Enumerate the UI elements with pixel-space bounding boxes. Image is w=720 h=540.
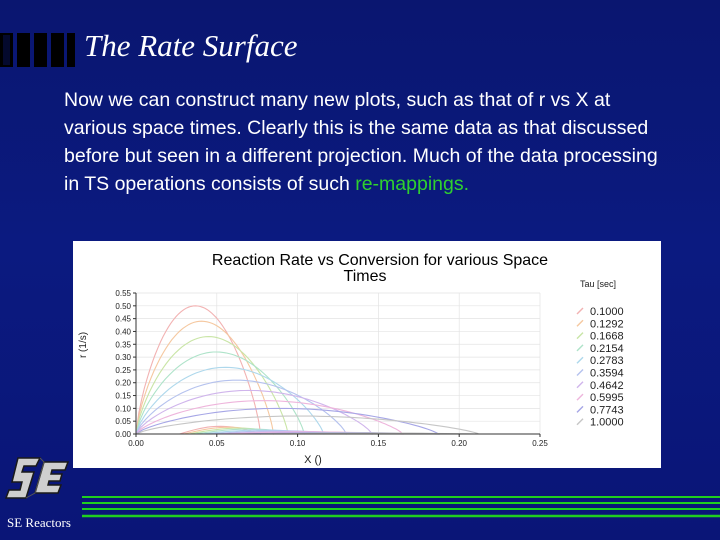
y-tick-label: 0.20 [115, 379, 131, 388]
legend-label: 0.2154 [590, 343, 624, 355]
legend-swatch [576, 332, 584, 340]
legend-label: 0.3594 [590, 368, 624, 380]
y-tick-label: 0.10 [115, 404, 131, 413]
legend-label: 1.0000 [590, 417, 624, 429]
legend-swatch [576, 356, 584, 364]
y-axis-label: r (1/s) [78, 332, 89, 358]
x-tick-label: 0.05 [209, 439, 225, 448]
series-line-tau-0.4642 [135, 389, 373, 435]
x-tick-label: 0.10 [290, 439, 306, 448]
y-tick-label: 0.45 [115, 315, 131, 324]
chart-title-line1: Reaction Rate vs Conversion for various … [212, 252, 548, 269]
y-tick-label: 0.30 [115, 353, 131, 362]
footer-label: SE Reactors [7, 515, 71, 530]
body-text-main: Now we can construct many new plots, suc… [64, 89, 658, 195]
chart-axes: 0.00 0.05 0.10 0.15 0.20 0.25 0.30 0.35 0.40 0.45… [115, 289, 548, 448]
chart-panel: 0.00 0.05 0.10 0.15 0.20 0.25 0.30 0.35 0.40 0.45… [73, 241, 661, 468]
title-bar-decoration [0, 33, 75, 67]
y-tick-label: 0.00 [115, 430, 131, 439]
y-tick-label: 0.25 [115, 366, 131, 375]
legend-swatch [576, 319, 584, 327]
slide-title: The Rate Surface [84, 28, 298, 63]
series-line-tau-1.0000 [135, 415, 479, 435]
se-logo [4, 457, 70, 499]
legend-label: 0.2783 [590, 355, 624, 367]
legend-swatch [576, 369, 584, 376]
legend-label: 0.1668 [590, 331, 624, 343]
x-tick-label: 0.00 [128, 439, 144, 448]
legend-swatch [576, 418, 584, 426]
body-text-highlight: re-mappings. [355, 173, 470, 195]
footer-lines [82, 496, 720, 518]
legend-label: 0.5995 [590, 392, 624, 404]
chart-grid [135, 292, 541, 435]
legend-swatch [576, 381, 584, 389]
legend-swatch [576, 344, 584, 352]
series-line-tau-0.1668 [135, 336, 289, 435]
y-tick-label: 0.05 [115, 417, 131, 426]
legend-swatch [576, 307, 584, 315]
slide-body-text: Now we can construct many new plots, suc… [64, 86, 664, 198]
x-axis-label: X () [304, 454, 322, 466]
chart-series [135, 305, 479, 435]
x-tick-label: 0.15 [371, 439, 387, 448]
chart-legend: 0.10000.12920.16680.21540.27830.35940.46… [576, 306, 624, 429]
legend-label: 0.1000 [590, 306, 624, 318]
legend-label: 0.4642 [590, 380, 624, 392]
series-line-tau-0.2783 [135, 366, 325, 435]
legend-label: 0.1292 [590, 318, 624, 330]
x-tick-label: 0.20 [451, 439, 467, 448]
x-tick-label: 0.25 [532, 439, 548, 448]
y-tick-label: 0.35 [115, 340, 131, 349]
legend-label: 0.7743 [590, 404, 624, 416]
legend-title: Tau [sec] [580, 279, 616, 289]
y-tick-label: 0.55 [115, 289, 131, 298]
y-tick-label: 0.40 [115, 327, 131, 336]
y-tick-label: 0.50 [115, 302, 131, 311]
legend-swatch [576, 393, 584, 401]
legend-swatch [576, 405, 584, 413]
rate-conversion-chart: 0.00 0.05 0.10 0.15 0.20 0.25 0.30 0.35 0.40 0.45… [78, 252, 624, 466]
y-tick-label: 0.15 [115, 392, 131, 401]
chart-title-line2: Times [344, 268, 387, 285]
